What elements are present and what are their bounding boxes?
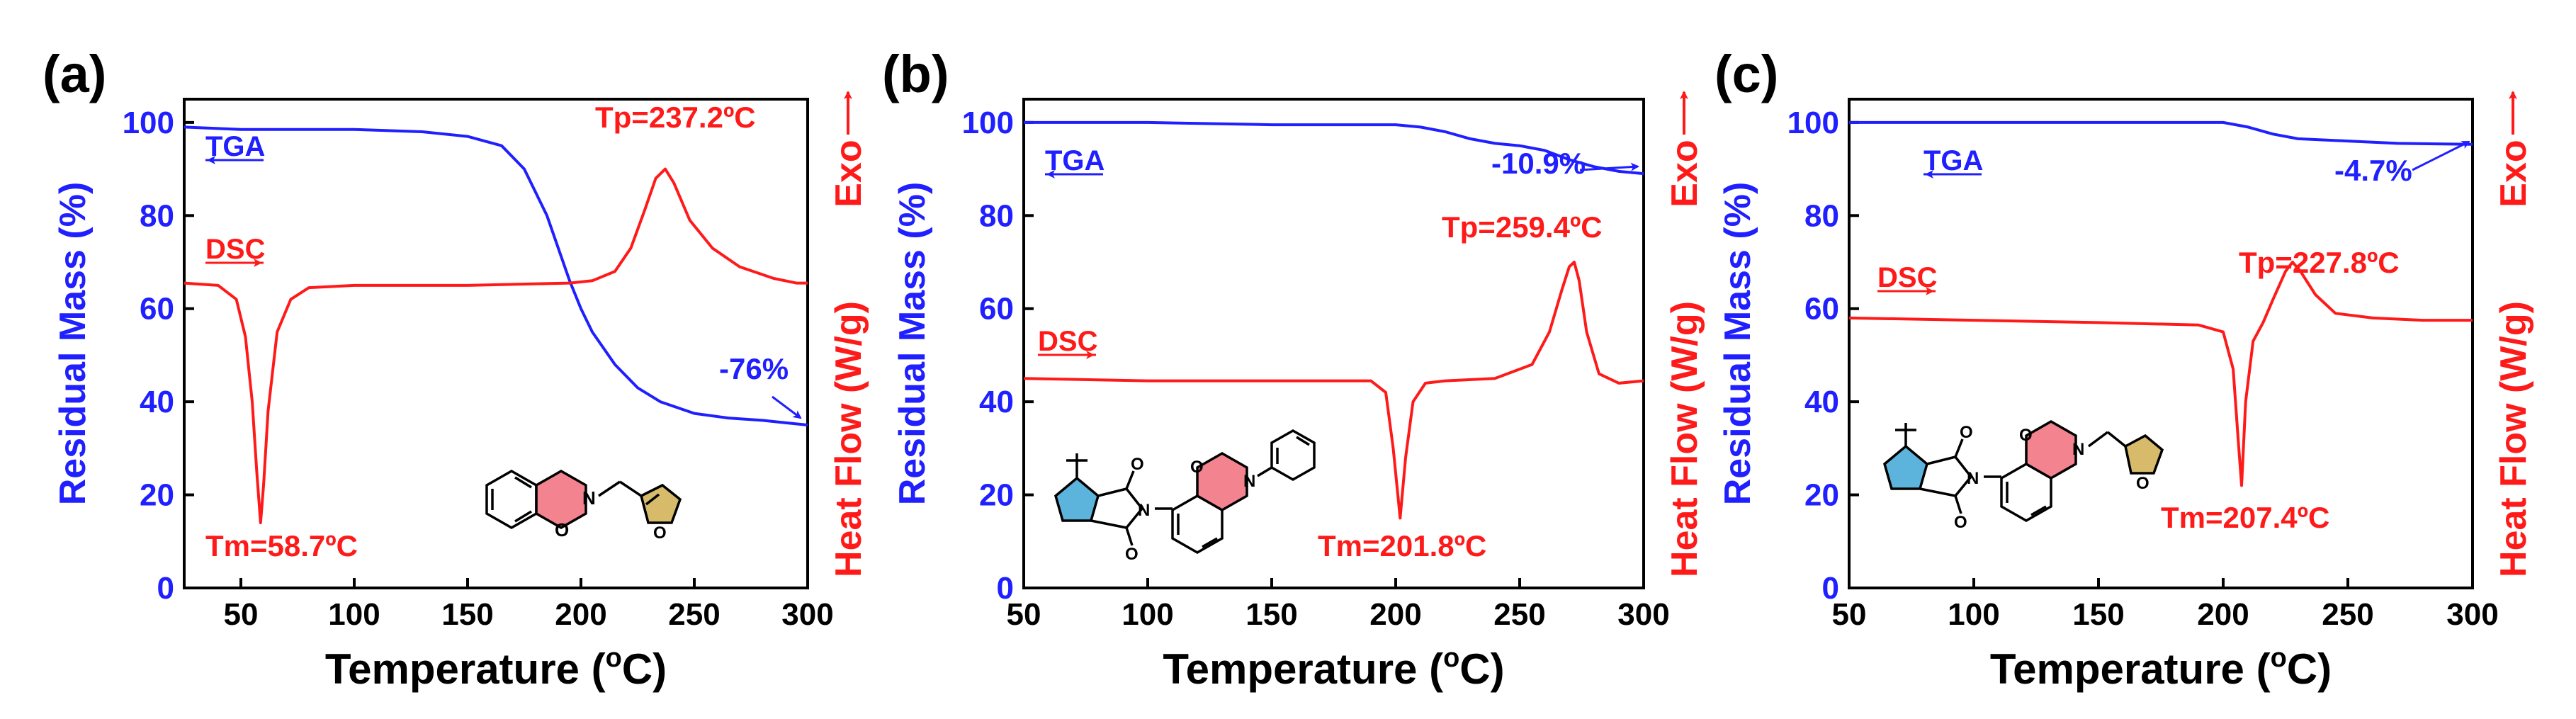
x-tick-label: 100: [1948, 597, 1999, 632]
svg-text:O: O: [2136, 474, 2150, 493]
melting-temperature-label: Tm=201.8ºC: [1318, 529, 1486, 562]
x-tick-label: 300: [781, 597, 833, 632]
panel-label: (b): [882, 45, 949, 103]
y-tick-label: 0: [157, 571, 174, 606]
svg-text:N: N: [1243, 472, 1255, 491]
melting-temperature-label: Tm=58.7ºC: [205, 529, 358, 562]
y-tick-label: 80: [1804, 198, 1839, 233]
plot-frame: [1022, 98, 1645, 589]
peak-temperature-label: Tp=227.8ºC: [2239, 246, 2400, 279]
panel-label: (c): [1714, 45, 1778, 103]
series-line-tga: [183, 125, 808, 426]
y-tick-label: 100: [962, 106, 1014, 140]
x-tick-label: 50: [224, 597, 259, 632]
y-tick-label: 40: [979, 385, 1014, 419]
y-tick-label: 60: [1804, 292, 1839, 327]
y-axis-label-left: Residual Mass (%): [892, 182, 933, 506]
tga-legend: TGA: [1923, 145, 1983, 176]
mass-loss-label: -76%: [719, 352, 789, 385]
tga-legend: TGA: [205, 131, 265, 162]
plot-frame: [183, 98, 809, 589]
y-axis-label-right: Heat Flow (W/g): [2493, 301, 2534, 577]
peak-temperature-label: Tp=237.2ºC: [595, 101, 756, 134]
series-line-tga: [1849, 120, 2473, 146]
x-tick-label: 300: [2446, 597, 2498, 632]
svg-text:O: O: [2019, 426, 2033, 445]
y-axis-label-left: Residual Mass (%): [52, 182, 94, 506]
x-tick-label: 100: [1122, 597, 1173, 632]
svg-text:N: N: [2072, 440, 2084, 459]
plot-frame: [1848, 98, 2474, 589]
dsc-legend: DSC: [1877, 262, 1937, 293]
y-tick-label: 20: [1804, 478, 1839, 513]
series-line-tga: [1024, 120, 1644, 176]
mass-loss-arrow: [772, 395, 802, 419]
svg-text:N: N: [1967, 469, 1979, 488]
exo-label: Exo: [828, 140, 869, 207]
dsc-legend: DSC: [1038, 326, 1097, 357]
exo-label: Exo: [2493, 140, 2534, 207]
x-tick-label: 250: [1493, 597, 1545, 632]
mass-loss-label: -4.7%: [2334, 154, 2412, 187]
y-tick-label: 80: [979, 198, 1014, 233]
y-tick-label: 80: [140, 198, 174, 233]
y-tick-label: 60: [979, 292, 1014, 327]
y-axis-label-right: Heat Flow (W/g): [1664, 301, 1705, 577]
y-tick-label: 100: [1787, 106, 1839, 140]
x-tick-label: 300: [1617, 597, 1669, 632]
y-tick-label: 20: [140, 478, 174, 513]
x-tick-label: 100: [328, 597, 380, 632]
series-line-dsc: [183, 167, 808, 524]
y-tick-label: 40: [140, 385, 174, 419]
series-line-dsc: [1023, 261, 1644, 520]
series-line-dsc: [1848, 261, 2473, 487]
x-axis-label: Temperature (oC): [1990, 643, 2332, 693]
x-tick-label: 150: [1245, 597, 1297, 632]
x-tick-label: 200: [555, 597, 606, 632]
molecule-structure-c: O O N O N O: [1883, 419, 2164, 532]
tga-legend: TGA: [1045, 145, 1105, 176]
melting-temperature-label: Tm=207.4ºC: [2161, 501, 2329, 534]
x-tick-label: 200: [1369, 597, 1421, 632]
y-tick-label: 60: [140, 292, 174, 327]
exo-label: Exo: [1664, 140, 1705, 207]
y-tick-label: 100: [123, 106, 174, 140]
mass-loss-arrow: [1579, 162, 1639, 171]
y-tick-label: 20: [979, 478, 1014, 513]
svg-text:O: O: [1131, 455, 1144, 474]
panel-label: (a): [43, 45, 106, 103]
y-tick-label: 0: [1822, 571, 1839, 606]
x-tick-label: 200: [2197, 597, 2249, 632]
x-tick-label: 250: [668, 597, 720, 632]
peak-temperature-label: Tp=259.4ºC: [1442, 210, 1603, 244]
mass-loss-arrow: [2412, 140, 2470, 171]
svg-text:O: O: [653, 523, 667, 543]
y-tick-label: 40: [1804, 385, 1839, 419]
x-tick-label: 150: [441, 597, 493, 632]
svg-text:O: O: [1190, 458, 1204, 477]
dsc-legend: DSC: [205, 234, 265, 265]
svg-text:O: O: [1125, 545, 1139, 564]
x-tick-label: 150: [2072, 597, 2124, 632]
y-axis-label-left: Residual Mass (%): [1717, 182, 1758, 506]
svg-text:O: O: [1954, 513, 1967, 532]
y-axis-label-right: Heat Flow (W/g): [828, 301, 869, 577]
x-tick-label: 250: [2322, 597, 2373, 632]
mass-loss-label: -10.9%: [1491, 147, 1586, 180]
x-tick-label: 50: [1832, 597, 1867, 632]
svg-text:N: N: [582, 487, 596, 509]
svg-text:O: O: [1960, 423, 1973, 442]
svg-text:N: N: [1138, 501, 1150, 520]
molecule-structure-b: O O N O N: [1054, 429, 1316, 564]
x-axis-label: Temperature (oC): [325, 643, 667, 693]
x-axis-label: Temperature (oC): [1163, 643, 1504, 693]
molecule-structure-a: N O O: [485, 469, 682, 543]
x-tick-label: 50: [1007, 597, 1041, 632]
svg-text:O: O: [555, 519, 569, 540]
y-tick-label: 0: [997, 571, 1014, 606]
